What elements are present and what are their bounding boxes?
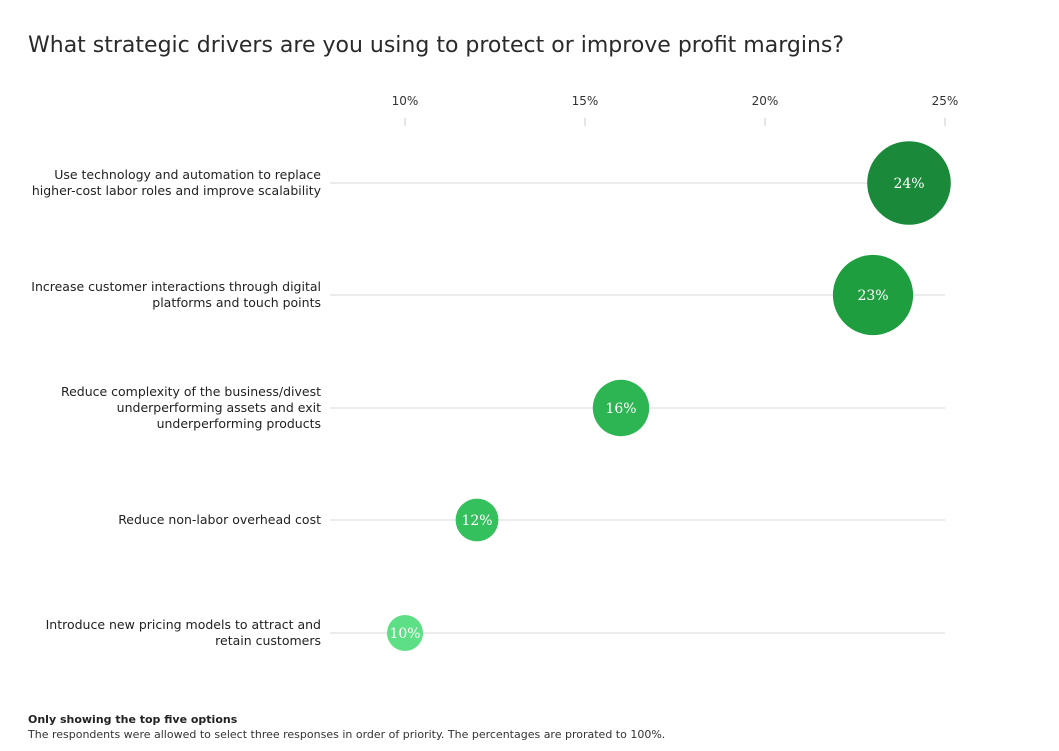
category-label: higher-cost labor roles and improve scal… [32,183,322,198]
x-tick-label: 20% [752,94,779,108]
category-label: underperforming assets and exit [117,400,321,415]
chart-title: What strategic drivers are you using to … [28,33,845,58]
dot-chart: 10% 15% 20% 25% Use technology and automatio… [31,94,959,651]
footnote-heading: Only showing the top five options [28,713,238,726]
category-label: Use technology and automation to replace [54,167,321,182]
x-tick-label: 15% [572,94,599,108]
category-label: platforms and touch points [152,295,321,310]
data-point [867,141,951,225]
data-point [592,379,650,437]
data-label: 24% [893,176,924,192]
category-label: Reduce non-labor overhead cost [118,512,321,527]
data-label: 16% [605,401,636,417]
footnote-text: The respondents were allowed to select t… [28,728,666,741]
category-label: retain customers [215,633,321,648]
data-point [387,615,423,651]
category-label: Increase customer interactions through d… [31,279,321,294]
data-label: 23% [857,288,888,304]
category-label: Introduce new pricing models to attract … [46,617,321,632]
category-label: Reduce complexity of the business/divest [61,384,321,399]
data-point [455,498,499,542]
x-tick-label: 25% [932,94,959,108]
category-label: underperforming products [157,416,321,431]
data-label: 10% [389,626,420,642]
data-label: 12% [461,513,492,529]
data-point [832,254,914,336]
x-tick-label: 10% [392,94,419,108]
